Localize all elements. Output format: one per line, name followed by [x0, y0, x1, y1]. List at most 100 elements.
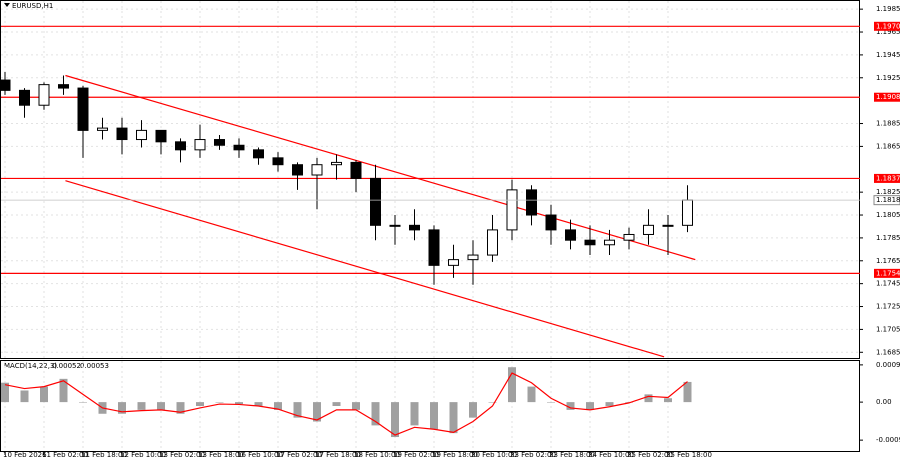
macd-bar — [79, 402, 87, 403]
level-label-box — [874, 173, 900, 183]
y-tick-label: 1.1985 — [876, 5, 900, 13]
candle-body — [448, 259, 459, 266]
candle-body — [194, 139, 206, 151]
chart-title: EURUSD,H1 — [12, 2, 53, 10]
candle-body — [97, 127, 108, 131]
macd-signal — [4, 372, 688, 436]
macd-bar — [274, 402, 282, 410]
candle-body — [0, 79, 11, 91]
y-tick-label: 1.1805 — [876, 211, 900, 219]
y-tick-label: 1.1685 — [876, 348, 900, 356]
macd-bar — [313, 402, 321, 422]
candle-body — [38, 84, 50, 106]
x-tick-label: 19 Feb 18:00 — [432, 451, 478, 459]
macd-bar — [1, 382, 9, 403]
candle-body — [116, 127, 128, 141]
candle-body — [545, 214, 557, 231]
y-tick-label: 1.1965 — [876, 28, 900, 36]
macd-bar — [176, 402, 185, 414]
x-tick-label: 17 Feb 02:00 — [276, 451, 322, 459]
x-tick-label: 16 Feb 10:00 — [237, 451, 283, 459]
y-tick-label: 1.1865 — [876, 142, 900, 150]
x-tick-label: 24 Feb 10:00 — [588, 451, 634, 459]
macd-bar — [59, 378, 68, 403]
macd-bar — [488, 402, 497, 403]
candle-body — [331, 161, 342, 166]
level-label: 1.1837 — [876, 174, 900, 182]
macd-title: MACD(14,22,3) — [4, 362, 57, 370]
candle-body — [506, 189, 518, 231]
candle-body — [565, 229, 576, 241]
last-price-label: 1.1818 — [876, 196, 900, 204]
macd-bar — [20, 390, 29, 403]
candle-body — [58, 84, 69, 89]
candle-body — [584, 239, 596, 246]
candle-body — [292, 164, 303, 176]
macd-bar — [410, 402, 419, 426]
level-label-box — [874, 92, 900, 102]
level-label: 1.1970 — [876, 22, 900, 30]
macd-bar — [664, 398, 672, 403]
level-label-box — [874, 21, 900, 31]
level-label: 1.1908 — [876, 93, 900, 101]
macd-bar — [683, 381, 692, 403]
y-tick-label: -0.00098 — [876, 436, 900, 444]
candle-body — [389, 224, 401, 227]
candle-body — [682, 199, 693, 226]
candle-body — [136, 129, 147, 141]
last-price-box — [873, 195, 900, 206]
candle-body — [77, 87, 89, 131]
candle-body — [604, 239, 615, 246]
x-tick-label: 23 Feb 18:00 — [549, 451, 595, 459]
price-pane — [0, 0, 860, 359]
x-tick-label: 23 Feb 02:00 — [510, 451, 556, 459]
x-tick-label: 20 Feb 10:00 — [471, 451, 517, 459]
y-tick-label: 1.1705 — [876, 325, 900, 333]
candle-body — [272, 157, 284, 166]
y-tick-label: 1.1745 — [876, 280, 900, 288]
x-tick-label: 25 Feb 02:00 — [627, 451, 673, 459]
x-tick-label: 13 Feb 02:00 — [159, 451, 205, 459]
macd-bar — [527, 386, 536, 403]
macd-bar — [566, 402, 575, 410]
y-tick-label: 1.1785 — [876, 234, 900, 242]
level-label: 1.1754 — [876, 269, 900, 277]
macd-signal-value: 0.00053 — [80, 362, 109, 370]
x-tick-label: 10 Feb 2026 — [3, 451, 47, 459]
macd-bar — [137, 402, 146, 410]
candle-body — [370, 177, 381, 226]
x-tick-label: 18 Feb 10:00 — [354, 451, 400, 459]
candle-body — [428, 229, 440, 266]
macd-bar — [196, 402, 204, 406]
macd-bar — [254, 402, 263, 406]
x-tick-label: 17 Feb 18:00 — [315, 451, 361, 459]
x-tick-label: 11 Feb 02:00 — [42, 451, 88, 459]
y-tick-label: 1.1925 — [876, 74, 900, 82]
candle-body — [487, 229, 498, 256]
y-tick-label: 1.1885 — [876, 120, 900, 128]
candle-body — [233, 144, 245, 151]
macd-bar — [586, 402, 594, 410]
macd-bar — [469, 402, 477, 418]
candle-body — [526, 189, 537, 216]
macd-pane — [0, 360, 860, 452]
menu-icon[interactable] — [4, 3, 10, 7]
y-tick-label: 1.1945 — [876, 51, 900, 59]
channel-line — [65, 180, 665, 358]
macd-bar — [332, 402, 341, 406]
x-tick-label: 13 Feb 18:00 — [198, 451, 244, 459]
y-tick-label: 0.00 — [876, 398, 892, 406]
candle-body — [409, 224, 420, 231]
x-tick-label: 11 Feb 18:00 — [81, 451, 127, 459]
macd-bar — [644, 394, 653, 403]
candle-body — [175, 141, 186, 151]
macd-bar — [40, 386, 48, 403]
candle-body — [467, 254, 479, 261]
y-tick-label: 0.00096 — [876, 361, 900, 369]
macd-bar — [449, 402, 458, 434]
candle-body — [623, 233, 635, 241]
y-tick-label: 1.1725 — [876, 303, 900, 311]
y-tick-label: 1.1765 — [876, 257, 900, 265]
candle-body — [643, 224, 654, 235]
